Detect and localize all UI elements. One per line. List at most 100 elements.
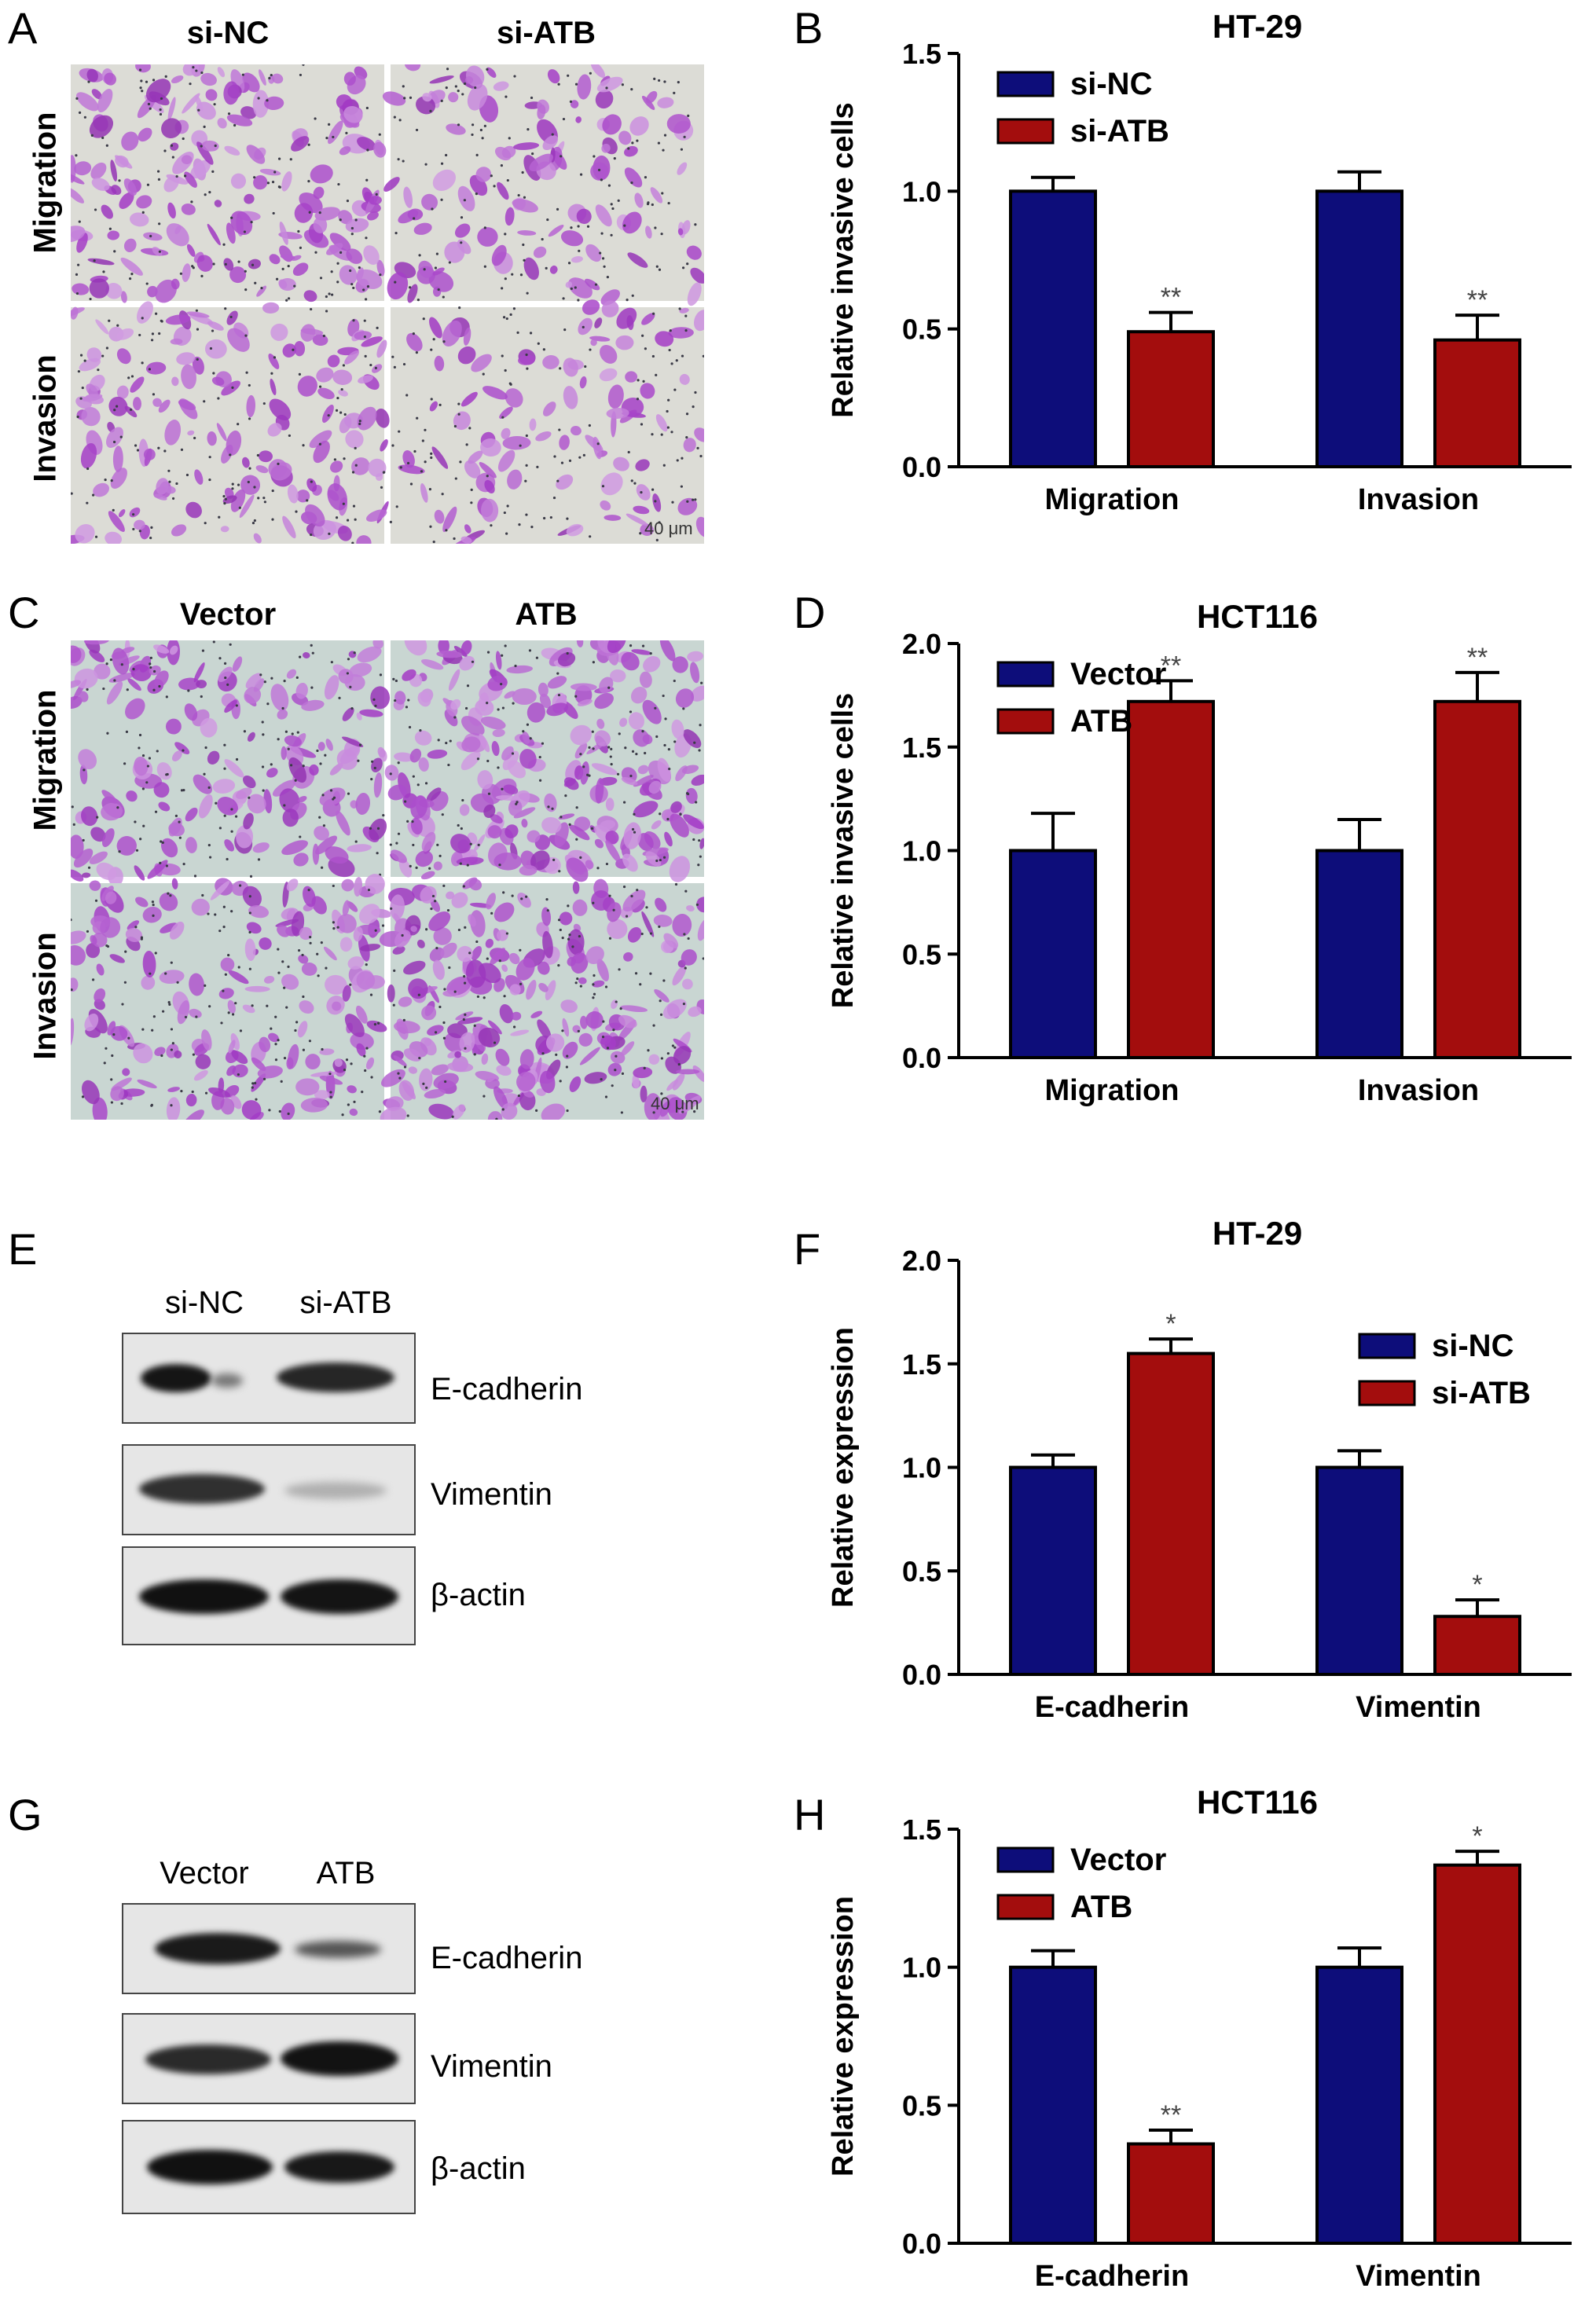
y-tick-label: 0.0 — [902, 451, 941, 483]
x-category-label: Invasion — [1358, 1074, 1479, 1107]
legend-swatch — [996, 71, 1055, 97]
bar-vector-migration — [1009, 849, 1097, 1059]
legend-swatch — [1358, 1333, 1416, 1359]
legend-swatch — [996, 1894, 1055, 1920]
micrograph-field-bottom-right — [379, 877, 704, 1120]
y-axis-label: Relative expression — [827, 1327, 860, 1608]
micrograph-field-top-left — [71, 640, 391, 886]
chart-title: HCT116 — [1197, 1784, 1318, 1821]
bar-chart-h: HCT116 Relative expression 0.0 0.5 1.0 1.5 ** E… — [827, 1784, 1572, 2293]
chart-title: HT-29 — [1213, 8, 1302, 45]
blot-ecadherin-e — [122, 1333, 416, 1424]
bar-si-atb-invasion — [1433, 338, 1521, 468]
y-tick-label: 0.5 — [902, 2089, 941, 2121]
micrograph-field-bottom-left — [71, 874, 392, 1120]
significance-marker: ** — [1161, 2100, 1181, 2130]
bar-si-atb-migration — [1127, 330, 1215, 468]
bar-vector-e-cadherin — [1009, 1965, 1097, 2246]
row-label-migration-c: Migration — [28, 689, 63, 831]
y-tick-label: 0.0 — [902, 1042, 941, 1074]
legend-label: si-NC — [1432, 1329, 1513, 1363]
legend-swatch — [996, 118, 1055, 145]
row-label-invasion-c: Invasion — [28, 932, 63, 1060]
y-tick-label: 0.0 — [902, 2228, 941, 2260]
y-tick-label: 1.5 — [902, 38, 941, 70]
y-tick-label: 2.0 — [902, 628, 941, 660]
bar-chart-b: HT-29 Relative invasive cells 0.0 0.5 1.0 1.5… — [827, 8, 1572, 516]
column-title-si-atb: si-ATB — [497, 16, 596, 50]
panel-letter-c: C — [8, 588, 40, 637]
legend-swatch — [996, 1846, 1055, 1873]
x-category-label: E-cadherin — [1035, 1691, 1189, 1724]
blot-lane-label-atb: ATB — [316, 1856, 376, 1890]
micrograph-grid-c — [71, 640, 704, 1120]
y-tick-label: 1.0 — [902, 175, 941, 207]
blot-lane-label-si-atb: si-ATB — [299, 1285, 392, 1320]
bar-vector-invasion — [1315, 849, 1403, 1059]
y-tick-label: 1.0 — [902, 1452, 941, 1484]
y-tick-label: 0.5 — [902, 1555, 941, 1587]
panel-letter-e: E — [8, 1224, 38, 1274]
blot-lane-label-vector: Vector — [160, 1856, 249, 1890]
bar-si-atb-e-cadherin — [1127, 1351, 1215, 1676]
bar-si-atb-vimentin — [1433, 1615, 1521, 1676]
y-tick-label: 1.5 — [902, 732, 941, 764]
panel-letter-h: H — [794, 1790, 826, 1839]
bar-atb-migration — [1127, 699, 1215, 1059]
bar-vector-vimentin — [1315, 1965, 1403, 2246]
scale-bar-label-c: 40 μm — [651, 1094, 699, 1113]
bar-si-nc-e-cadherin — [1009, 1465, 1097, 1676]
blot-row-label-ecadherin-e: E-cadherin — [431, 1372, 583, 1406]
panel-letter-d: D — [794, 588, 826, 637]
y-tick-label: 0.5 — [902, 938, 941, 970]
panel-letter-a: A — [8, 3, 38, 53]
significance-marker: * — [1165, 1309, 1176, 1339]
column-title-si-nc: si-NC — [186, 16, 270, 50]
legend-swatch — [996, 661, 1055, 688]
micrograph-field-bottom-left — [71, 301, 390, 544]
legend-swatch — [996, 708, 1055, 735]
legend-label: Vector — [1070, 657, 1166, 691]
panel-letter-b: B — [794, 3, 824, 53]
y-tick-label: 2.0 — [902, 1245, 941, 1277]
bar-si-nc-invasion — [1315, 189, 1403, 468]
legend-label: si-ATB — [1432, 1376, 1531, 1410]
blot-vimentin-g — [122, 2013, 416, 2104]
blot-row-label-beta-actin-e: β-actin — [431, 1578, 526, 1612]
blot-vimentin-e — [122, 1444, 416, 1535]
significance-marker: * — [1472, 1570, 1482, 1600]
column-title-vector: Vector — [179, 597, 277, 632]
significance-marker: ** — [1161, 283, 1181, 313]
y-tick-label: 0.0 — [902, 1659, 941, 1691]
row-label-migration: Migration — [28, 112, 63, 254]
y-tick-label: 1.5 — [902, 1348, 941, 1381]
significance-marker: ** — [1467, 285, 1488, 315]
x-category-label: Vimentin — [1356, 1691, 1481, 1724]
y-axis-label: Relative invasive cells — [827, 102, 860, 417]
legend-label: ATB — [1070, 1890, 1132, 1924]
y-axis-label: Relative invasive cells — [827, 693, 860, 1008]
scale-bar-label-a: 40 μm — [644, 519, 693, 538]
bar-atb-invasion — [1433, 699, 1521, 1059]
significance-marker: ** — [1161, 651, 1181, 680]
micrograph-field-top-left — [71, 64, 387, 303]
blot-lane-label-si-nc: si-NC — [165, 1285, 244, 1320]
micrograph-field-top-right — [384, 640, 704, 882]
legend-label: si-NC — [1070, 67, 1152, 101]
blot-row-label-ecadherin-g: E-cadherin — [431, 1941, 583, 1975]
x-category-label: E-cadherin — [1035, 2260, 1189, 2293]
bar-atb-e-cadherin — [1127, 2142, 1215, 2245]
x-category-label: Migration — [1045, 1074, 1180, 1107]
blot-row-label-beta-actin-g: β-actin — [431, 2151, 526, 2186]
bar-si-nc-vimentin — [1315, 1465, 1403, 1676]
legend-label: Vector — [1070, 1843, 1166, 1877]
bar-chart-d: HCT116 Relative invasive cells 0.0 0.5 1.0 1.… — [827, 598, 1572, 1107]
micrograph-grid-a — [71, 64, 704, 544]
x-category-label: Vimentin — [1356, 2260, 1481, 2293]
chart-title: HCT116 — [1197, 598, 1318, 635]
column-title-atb: ATB — [515, 597, 578, 632]
x-category-label: Migration — [1045, 483, 1180, 516]
blot-row-label-vimentin-g: Vimentin — [431, 2049, 552, 2084]
blot-ecadherin-g — [122, 1903, 416, 1994]
panel-letter-f: F — [794, 1224, 821, 1274]
